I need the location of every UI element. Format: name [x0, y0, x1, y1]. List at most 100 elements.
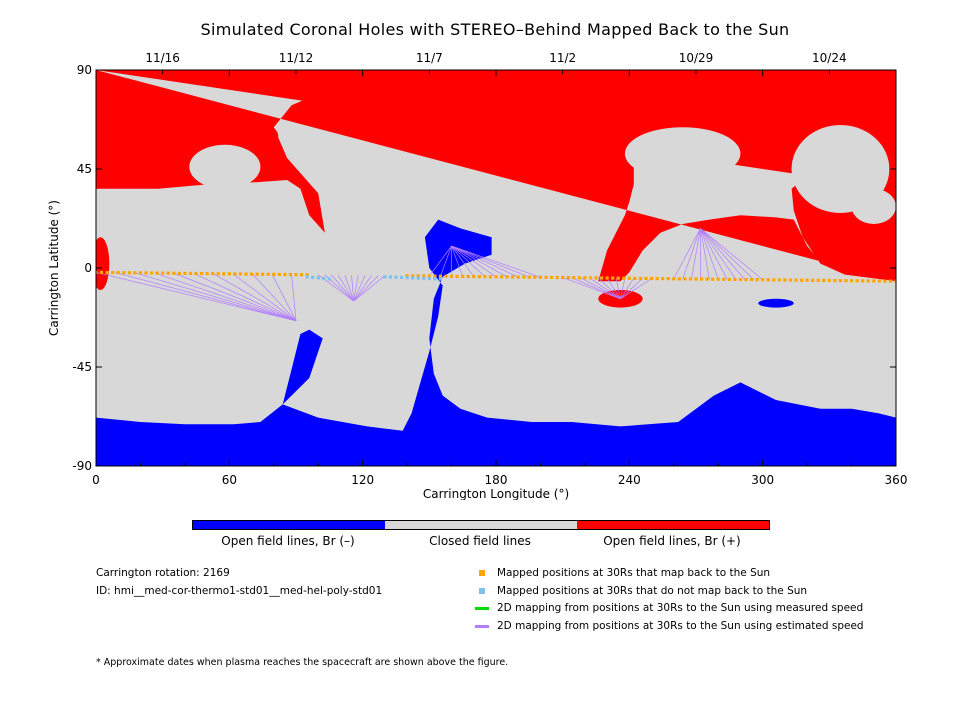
x-tick-label: 120 — [351, 473, 374, 487]
mapped-position-point — [188, 271, 193, 276]
mapped-position-point — [433, 274, 437, 278]
x-tick-label: 300 — [751, 473, 774, 487]
unmapped-position-point — [433, 277, 437, 281]
date-tick-label: 11/16 — [145, 51, 180, 65]
mapped-position-point — [649, 276, 654, 281]
unmapped-position-point — [322, 276, 326, 281]
mapped-position-point — [527, 275, 531, 279]
mapped-position-point — [766, 278, 770, 282]
mapped-position-point — [538, 275, 543, 279]
mapped-position-point — [283, 272, 287, 277]
mapped-position-point — [299, 273, 304, 277]
mapped-position-point — [261, 272, 265, 276]
mapped-position-point — [183, 271, 187, 275]
mapped-position-point — [722, 277, 726, 281]
unmapped-position-point — [411, 276, 415, 280]
mapped-position-point — [155, 271, 159, 275]
open-field-positive-region — [96, 70, 896, 282]
estimated-mapping-line — [451, 245, 541, 278]
mapped-position-point — [555, 275, 559, 280]
mapped-position-point — [277, 272, 281, 277]
estimated-mapping-line — [700, 228, 763, 281]
chart-title: Simulated Coronal Holes with STEREO–Behi… — [200, 20, 790, 39]
estimated-mapping-line — [115, 272, 297, 322]
mapped-position-point — [211, 272, 215, 276]
mapped-position-point — [716, 277, 720, 281]
estimated-mapping-line — [135, 272, 297, 322]
mapped-position-point — [855, 279, 859, 283]
mapped-position-point — [749, 278, 754, 282]
unmapped-position-point — [422, 276, 426, 280]
mapped-position-point — [883, 279, 887, 283]
estimated-mapping-line — [562, 277, 621, 300]
mapped-position-point — [711, 277, 715, 281]
estimated-mapping-line — [353, 275, 359, 302]
open-field-positive-patch — [260, 127, 279, 145]
footnote: * Approximate dates when plasma reaches … — [96, 657, 509, 668]
x-tick-label: 0 — [92, 473, 100, 487]
legend-marker-purple-line — [475, 625, 489, 628]
x-tick-label: 180 — [485, 473, 508, 487]
x-axis-label: Carrington Longitude (°) — [423, 487, 569, 500]
mapped-position-point — [661, 277, 665, 281]
unmapped-position-point — [383, 275, 387, 279]
estimated-mapping-line — [193, 273, 297, 322]
legend-marker-green-line — [475, 607, 489, 610]
mapped-position-point — [483, 275, 487, 279]
mapped-position-point — [888, 279, 893, 283]
mapped-position-point — [705, 277, 709, 281]
mapped-position-point — [177, 271, 181, 275]
estimated-mapping-line — [451, 245, 508, 278]
mapped-position-point — [866, 279, 870, 283]
estimated-mapping-line — [620, 278, 626, 299]
mapped-position-point — [794, 278, 798, 282]
mapped-position-point — [549, 275, 554, 280]
open-field-negative-patch — [758, 298, 794, 308]
estimated-mapping-line — [337, 274, 355, 302]
mapped-position-point — [644, 276, 648, 281]
date-tick-label: 10/24 — [812, 51, 847, 65]
unmapped-position-point — [438, 277, 443, 281]
colorbar-label-closed: Closed field lines — [429, 534, 531, 548]
mapped-position-point — [416, 274, 420, 278]
mapped-position-point — [611, 276, 615, 280]
mapped-position-point — [161, 271, 165, 275]
mapped-position-point — [727, 277, 731, 281]
mapped-position-point — [605, 276, 609, 280]
legend-label: 2D mapping from positions at 30Rs to the… — [497, 602, 864, 614]
estimated-mapping-line — [620, 278, 635, 299]
estimated-mapping-line — [700, 228, 746, 280]
estimated-mapping-line — [700, 228, 719, 280]
mapped-position-point — [594, 276, 598, 280]
legend-label: Mapped positions at 30Rs that map back t… — [497, 567, 771, 579]
unmapped-position-point — [416, 276, 420, 280]
estimated-mapping-line — [615, 278, 621, 299]
mapped-position-point — [777, 278, 781, 282]
mapped-position-point — [811, 278, 815, 282]
mapped-position-point — [466, 274, 470, 279]
legend-marker-orange-square — [479, 570, 485, 576]
estimated-mapping-line — [589, 277, 621, 300]
mapped-position-point — [838, 278, 843, 283]
mapped-position-point — [599, 276, 604, 280]
estimated-mapping-line — [691, 228, 701, 280]
estimated-mapping-line — [213, 273, 297, 322]
mapped-position-point — [772, 278, 776, 282]
estimated-mapping-line — [353, 275, 372, 302]
mapped-position-point — [216, 272, 220, 276]
estimated-mapping-line — [451, 245, 497, 278]
estimated-mapping-line — [96, 272, 297, 322]
estimated-mapping-line — [700, 228, 728, 280]
mapped-position-point — [633, 276, 637, 280]
mapped-position-point — [572, 276, 576, 280]
open-field-negative-region — [96, 219, 896, 466]
mapped-position-point — [105, 270, 109, 275]
mapped-position-point — [583, 276, 587, 280]
estimated-mapping-line — [580, 277, 621, 300]
x-tick-label: 360 — [885, 473, 908, 487]
map-layer — [96, 70, 896, 466]
mapped-position-point — [622, 276, 626, 280]
mapped-position-point — [194, 271, 198, 276]
mapped-position-point — [666, 277, 670, 281]
estimated-mapping-line — [271, 274, 297, 321]
